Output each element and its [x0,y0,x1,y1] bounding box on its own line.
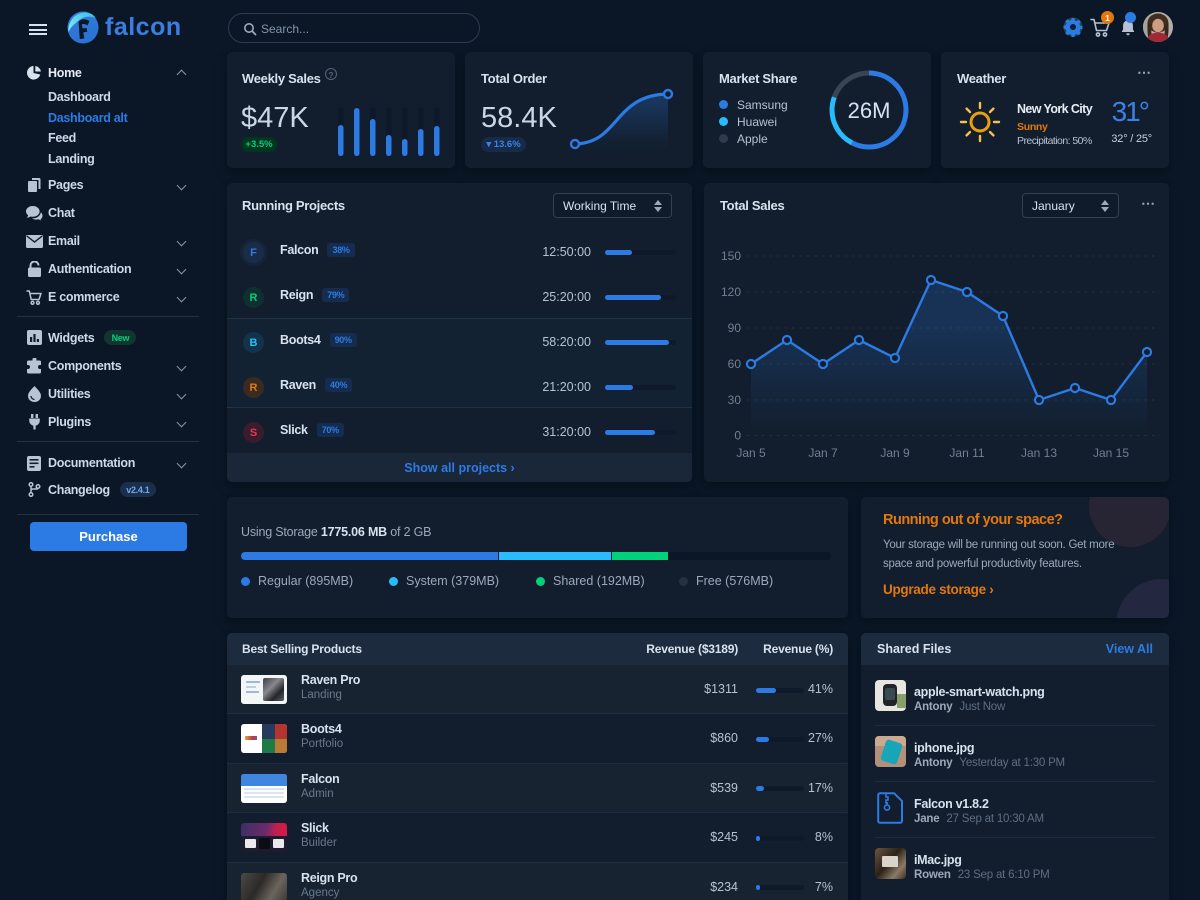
svg-text:0: 0 [734,429,741,443]
svg-text:Jan 7: Jan 7 [808,446,838,460]
svg-text:30: 30 [728,393,742,407]
svg-text:Jan 11: Jan 11 [949,446,984,460]
svg-text:Jan 15: Jan 15 [1093,446,1129,460]
svg-text:Jan 13: Jan 13 [1021,446,1057,460]
svg-text:Jan 5: Jan 5 [736,446,766,460]
svg-text:Jan 9: Jan 9 [880,446,910,460]
svg-text:26M: 26M [848,98,891,123]
svg-text:60: 60 [728,357,742,371]
svg-text:120: 120 [721,285,741,299]
svg-text:150: 150 [721,249,741,263]
svg-text:90: 90 [728,321,742,335]
